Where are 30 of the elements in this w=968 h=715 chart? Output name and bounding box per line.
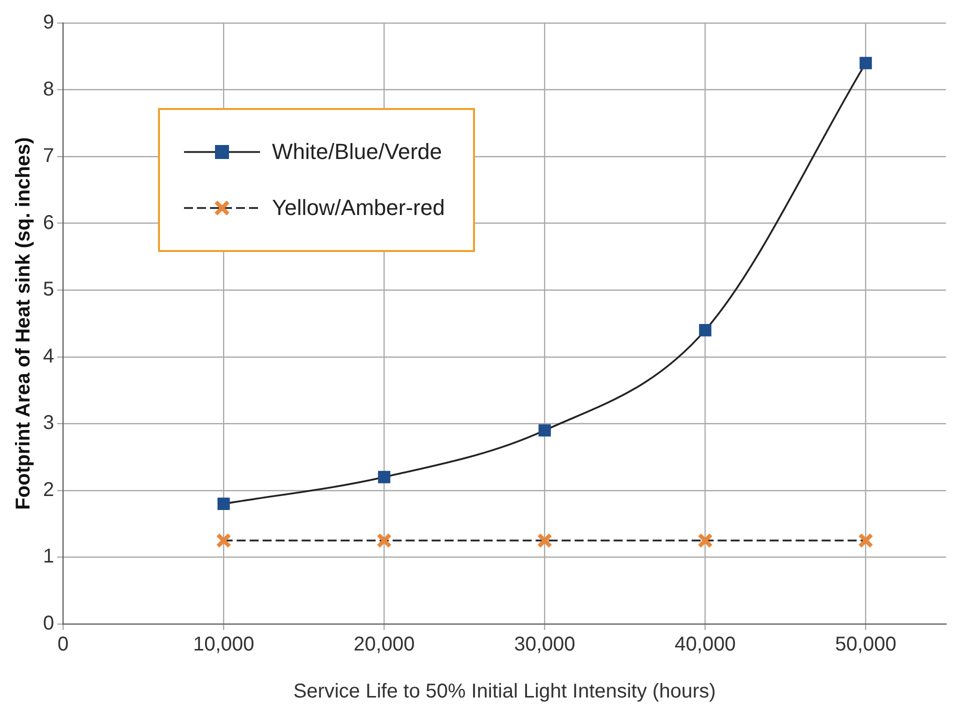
y-tick-label: 8 <box>43 78 54 100</box>
x-tick-label: 0 <box>58 634 69 656</box>
legend-label: White/Blue/Verde <box>272 139 442 165</box>
point <box>378 470 390 484</box>
y-tick-label: 7 <box>43 145 54 168</box>
legend-label: Yellow/Amber-red <box>272 195 445 221</box>
x-tick-label: 10,000 <box>193 634 254 656</box>
point <box>217 498 230 510</box>
y-tick-label: 6 <box>43 212 54 234</box>
y-tick-label: 2 <box>43 478 54 501</box>
point <box>216 532 232 548</box>
y-axis-title: Footprint Area of Heat sink (sq. inches) <box>12 137 35 510</box>
point <box>537 532 552 548</box>
y-tick-label: 3 <box>43 412 54 434</box>
point <box>538 424 551 436</box>
y-tick-label: 5 <box>43 278 54 301</box>
x-tick-label: 30,000 <box>514 634 576 656</box>
x-tick-label: 40,000 <box>674 634 736 656</box>
point <box>698 532 713 548</box>
y-tick-label: 0 <box>43 612 54 635</box>
point <box>858 532 874 548</box>
x-tick-label: 20,000 <box>354 634 415 656</box>
point <box>699 324 712 336</box>
y-tick-label: 9 <box>43 12 54 34</box>
y-tick-label: 4 <box>43 345 54 368</box>
point <box>860 56 872 70</box>
x-axis-title: Service Life to 50% Initial Light Intensity (hours) <box>293 680 716 703</box>
point <box>376 532 392 548</box>
x-tick-label: 50,000 <box>835 634 896 656</box>
y-tick-label: 1 <box>43 546 54 568</box>
